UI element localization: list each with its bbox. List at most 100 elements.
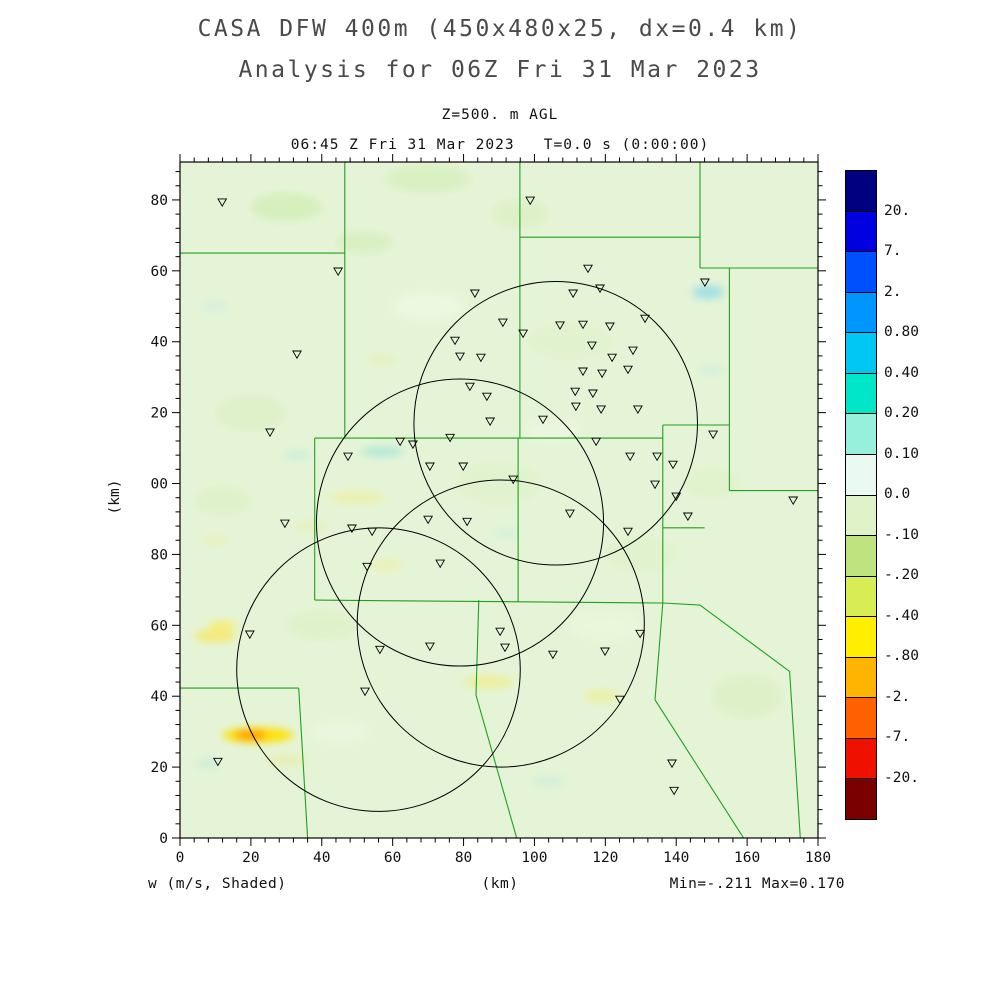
x-tick-label: 40 — [313, 850, 330, 866]
plot-frame — [179, 161, 819, 839]
station-marker-icon — [708, 430, 719, 440]
colorbar-tick-label: 0.20 — [884, 405, 919, 421]
colorbar-tick-label: -.40 — [884, 607, 919, 624]
station-marker-icon — [538, 415, 548, 425]
station-marker-icon — [600, 647, 610, 657]
colorbar-tick-label: -20. — [884, 769, 919, 786]
station-marker-icon — [212, 757, 223, 767]
station-marker-icon — [623, 365, 633, 375]
shading-blob — [234, 730, 267, 741]
x-tick-label: 80 — [455, 850, 472, 866]
shading-blob — [265, 754, 308, 766]
colorbar-segment — [846, 779, 876, 819]
y-tick-label: 160 — [150, 264, 168, 280]
station-marker-icon — [625, 452, 636, 462]
colorbar-tick-label: -.80 — [884, 648, 919, 664]
colorbar-tick-label: -.10 — [884, 526, 919, 543]
county-line — [699, 604, 790, 672]
county-line — [654, 699, 745, 838]
station-marker-icon — [346, 524, 357, 534]
county-line — [654, 602, 664, 700]
colorbar-segment — [846, 414, 876, 455]
colorbar-segment — [846, 252, 876, 293]
station-marker-icon — [485, 417, 496, 427]
map-plot: 0 20 40 60 80 100 120 140 160 180 0 20 40 60 80 100 120 1… — [150, 154, 831, 866]
colorbar-tick-label: 0.40 — [884, 364, 919, 381]
station-marker-icon — [500, 643, 510, 653]
colorbar-segment — [846, 495, 876, 537]
y-tick-label: 40 — [151, 689, 168, 705]
colorbar-tick-label: 0.0 — [884, 486, 911, 502]
colorbar-tick-label: 0.10 — [884, 445, 919, 462]
station-marker-icon — [623, 527, 633, 537]
colorbar — [845, 170, 877, 820]
station-marker-icon — [652, 452, 663, 462]
station-marker-icon — [607, 353, 618, 363]
station-marker-icon — [265, 428, 275, 438]
shading-blob — [456, 462, 542, 505]
shading-blob — [293, 520, 329, 532]
shading-blob — [194, 487, 251, 516]
station-marker-icon — [568, 289, 579, 299]
station-marker-icon — [628, 346, 638, 356]
county-line — [789, 671, 801, 838]
station-markers-layer — [212, 196, 799, 796]
colorbar-segment — [846, 698, 876, 739]
station-marker-icon — [497, 318, 508, 328]
station-marker-icon — [217, 198, 228, 207]
shading-blob — [523, 419, 581, 441]
colorbar-tick-label: 20. — [884, 202, 911, 219]
colorbar-segment — [846, 171, 876, 212]
station-marker-icon — [362, 562, 373, 572]
colorbar-tick-label: -7. — [884, 729, 911, 745]
station-marker-icon — [614, 695, 625, 705]
station-marker-icon — [587, 389, 598, 399]
station-marker-icon — [450, 336, 460, 346]
shading-blob — [385, 164, 471, 193]
y-axis-label: (km) — [107, 479, 123, 515]
x-tick-label: 0 — [176, 850, 185, 866]
station-marker-icon — [343, 452, 353, 462]
colorbar-segment — [846, 536, 876, 577]
y-tick-label: 80 — [151, 547, 168, 563]
station-marker-icon — [407, 440, 418, 450]
station-marker-icon — [682, 512, 693, 522]
shading-blob — [491, 528, 521, 538]
colorbar-tick-label: 0.80 — [884, 324, 919, 340]
x-tick-label: 160 — [734, 850, 760, 866]
station-marker-icon — [518, 329, 529, 339]
county-lines-layer — [180, 162, 818, 838]
station-marker-icon — [586, 341, 597, 351]
station-marker-icon — [632, 405, 643, 414]
x-tick-label: 180 — [805, 850, 831, 866]
x-tick-label: 60 — [384, 850, 401, 866]
station-marker-icon — [547, 650, 558, 660]
station-marker-icon — [669, 786, 680, 796]
shading-blob — [527, 323, 613, 360]
shading-blob — [463, 674, 514, 690]
station-marker-icon — [462, 517, 473, 527]
station-marker-icon — [699, 278, 710, 288]
shading-blob — [367, 559, 404, 571]
station-marker-icon — [424, 642, 435, 652]
station-marker-icon — [360, 687, 370, 697]
level-label: Z=500. m AGL — [441, 107, 559, 123]
radar-range-circle — [413, 280, 698, 566]
station-marker-icon — [788, 496, 799, 506]
y-tick-label: 120 — [150, 406, 168, 422]
station-marker-icon — [495, 627, 506, 637]
y-tick-label: 0 — [159, 831, 168, 847]
colorbar-segment — [846, 738, 876, 780]
station-marker-icon — [555, 321, 565, 330]
field-shading-layer — [194, 164, 783, 787]
y-tick-label: 180 — [150, 193, 168, 209]
station-marker-icon — [578, 367, 588, 377]
station-marker-icon — [525, 196, 536, 206]
shading-blob — [530, 775, 567, 787]
station-marker-icon — [458, 462, 469, 472]
page-title: CASA DFW 400m (450x480x25, dx=0.4 km) — [197, 16, 803, 42]
station-marker-icon — [469, 289, 480, 299]
axis-tick-labels: 0 20 40 60 80 100 120 140 160 180 0 20 40 60 80 100 120 1… — [150, 193, 831, 866]
county-line — [662, 602, 701, 606]
